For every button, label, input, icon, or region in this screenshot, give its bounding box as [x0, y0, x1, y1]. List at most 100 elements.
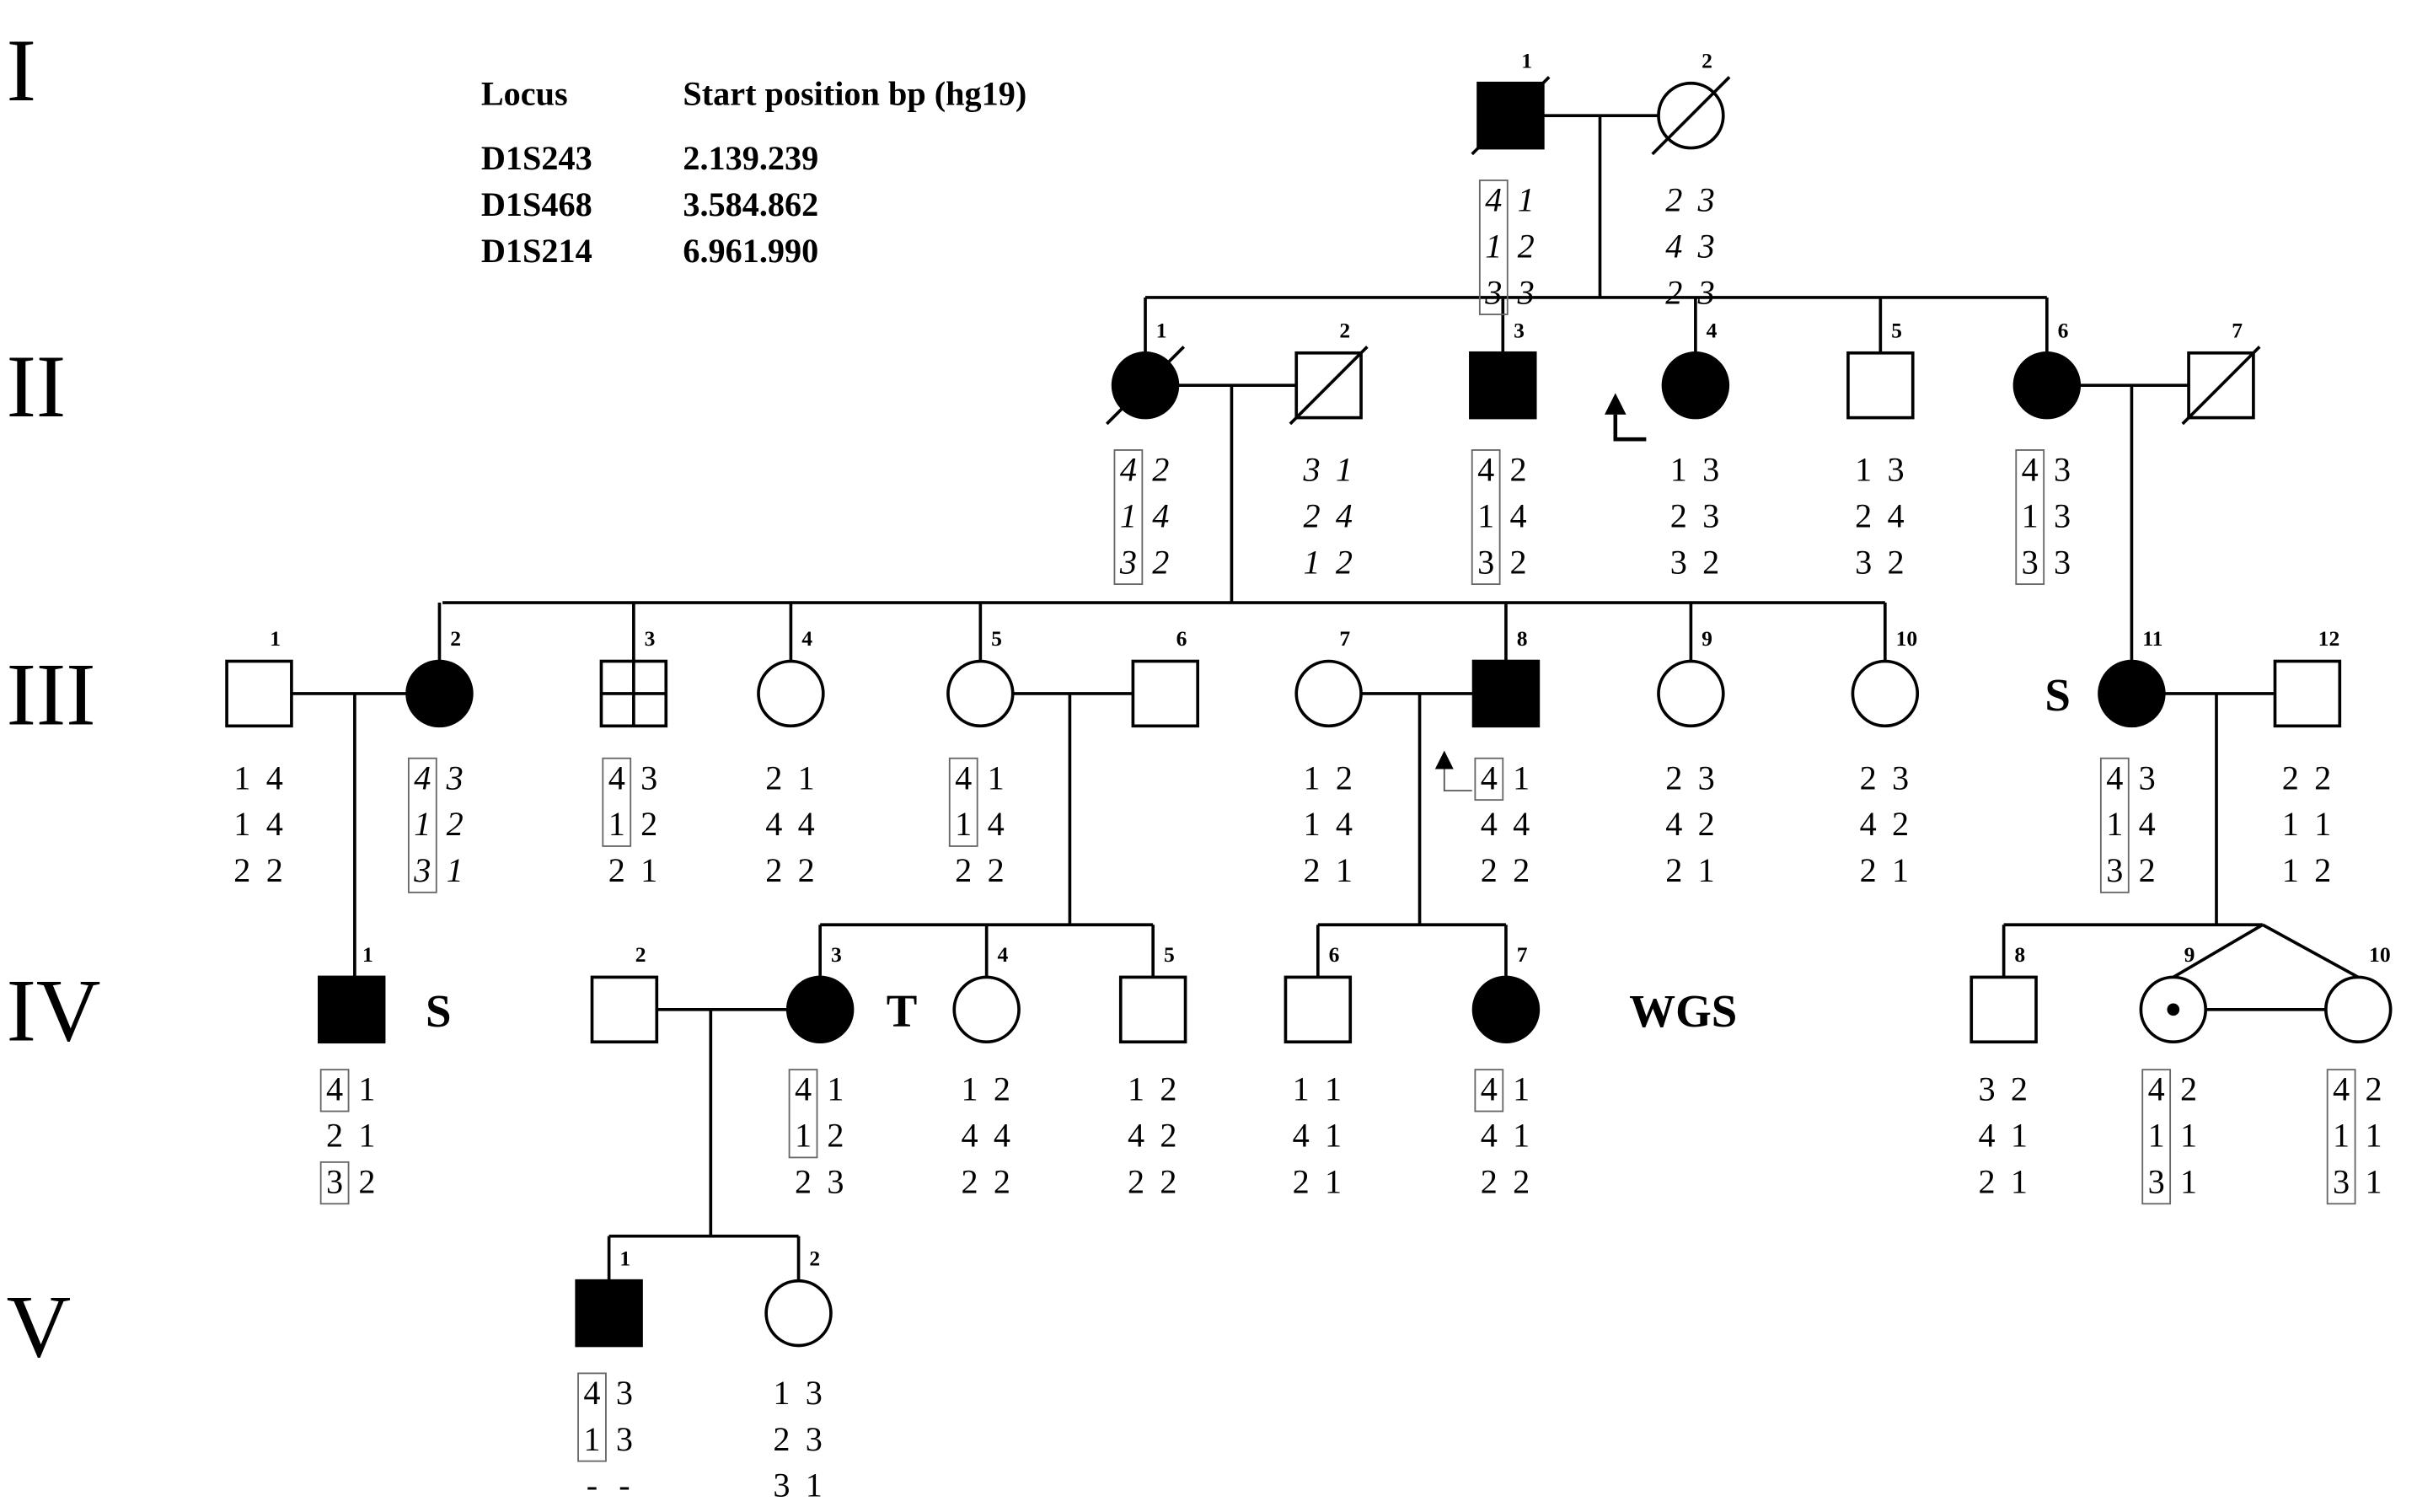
allele: 1: [1855, 451, 1872, 489]
allele: 2: [640, 805, 657, 843]
individual-number: 3: [831, 942, 842, 967]
allele: 2: [1860, 759, 1877, 796]
individual-ii-2: 23 12 41 2: [1289, 318, 1369, 581]
allele: 1: [1485, 227, 1502, 265]
pedigree-line: [2261, 923, 2360, 979]
individual-number: 2: [809, 1246, 820, 1270]
haplotype-box: [319, 1161, 350, 1205]
individual-tag: WGS: [1629, 985, 1737, 1037]
allele: 2: [1670, 496, 1687, 534]
haplotype-box: [2326, 1069, 2356, 1205]
allele: 4: [1481, 805, 1498, 843]
allele: 2: [955, 851, 972, 889]
allele: 2: [798, 851, 815, 889]
individual-number: 6: [1176, 626, 1187, 651]
allele: 2: [1702, 543, 1719, 581]
allele: 4: [1860, 805, 1877, 843]
individual-ii-4: 41 32 33 2: [1604, 318, 1730, 581]
allele: 1: [583, 1420, 600, 1458]
allele: 4: [266, 759, 283, 796]
deceased-slash: [1471, 76, 1551, 156]
allele: 4: [1513, 805, 1530, 843]
allele: 1: [1303, 543, 1320, 581]
legend-locus: D1S243: [481, 139, 592, 177]
allele: 3: [1702, 496, 1719, 534]
allele: 4: [955, 759, 972, 796]
allele: 2: [1303, 496, 1320, 534]
generation-label: V: [7, 1276, 72, 1375]
allele: 2: [1513, 851, 1530, 889]
allele: 2: [988, 851, 1005, 889]
allele: 2: [1160, 1117, 1176, 1155]
allele: 2: [994, 1070, 1010, 1108]
allele: 1: [1670, 451, 1687, 489]
allele: 4: [266, 805, 283, 843]
allele: 2: [994, 1162, 1010, 1200]
individual-number: 5: [1164, 942, 1175, 967]
allele: 2: [1698, 805, 1715, 843]
haplotype-box: [948, 757, 978, 847]
individual-iii-4: 42 14 42 2: [757, 626, 825, 889]
haplotype-box: [788, 1069, 818, 1159]
allele: 2: [1892, 805, 1909, 843]
deceased-slash: [1289, 346, 1369, 426]
allele: 3: [1697, 227, 1715, 265]
individual-number: 4: [1707, 318, 1718, 342]
individual-iii-2: 24 31 23 1: [405, 626, 474, 893]
allele: 1: [2333, 1117, 2350, 1155]
allele: 2: [1518, 227, 1535, 265]
allele: 1: [233, 759, 250, 796]
individual-iii-5: 54 11 42 2: [946, 626, 1015, 889]
individual-iii-6: 6: [1131, 626, 1200, 728]
allele: 4: [2333, 1070, 2350, 1108]
haplotype-box: [2099, 757, 2130, 893]
allele: 4: [326, 1070, 343, 1108]
individual-iii-10: 102 34 22 1: [1851, 626, 1920, 889]
allele: 1: [2148, 1117, 2165, 1155]
allele: 2: [2011, 1070, 2028, 1108]
allele: 3: [1670, 543, 1687, 581]
allele: 1: [1303, 759, 1320, 796]
allele: 2: [827, 1117, 844, 1155]
individual-number: 1: [1156, 318, 1167, 342]
haplotype-box: [1474, 1069, 1504, 1113]
allele: 1: [1892, 851, 1909, 889]
carrier-dot: [2167, 1003, 2180, 1016]
allele: 1: [1513, 1070, 1530, 1108]
generation-label: II: [7, 336, 67, 436]
allele: 4: [1665, 227, 1682, 265]
allele: 1: [955, 805, 972, 843]
allele: 2: [2139, 851, 2156, 889]
individual-number: 1: [1521, 48, 1532, 72]
allele: 2: [1160, 1070, 1176, 1108]
male-square: [225, 659, 293, 728]
allele: 3: [1302, 451, 1320, 489]
allele: 3: [2106, 851, 2123, 889]
individual-tag: S: [2045, 669, 2071, 721]
generation-label: III: [7, 645, 96, 744]
allele: 1: [2314, 805, 2331, 843]
allele: 1: [2106, 805, 2123, 843]
allele: 2: [1481, 1162, 1498, 1200]
allele: 2: [1336, 543, 1353, 581]
allele: 3: [773, 1466, 790, 1504]
allele: 2: [2365, 1070, 2382, 1108]
individual-ii-5: 51 32 43 2: [1846, 318, 1915, 581]
individual-ii-6: 64 31 33 3: [2012, 318, 2082, 586]
individual-iv-3: 3T4 11 22 3: [785, 942, 917, 1200]
allele: 1: [1336, 451, 1353, 489]
legend-position: 2.139.239: [683, 139, 818, 177]
allele: 2: [1665, 851, 1682, 889]
allele: 3: [640, 759, 657, 796]
individual-number: 1: [270, 626, 281, 651]
female-circle: [952, 975, 1021, 1044]
individual-number: 2: [450, 626, 461, 651]
male-square: [1284, 975, 1353, 1044]
allele: 3: [806, 1374, 823, 1412]
allele: 1: [358, 1117, 375, 1155]
allele: 3: [806, 1420, 823, 1458]
allele: 4: [798, 805, 815, 843]
individual-i-2: 22 34 32 3: [1651, 48, 1731, 311]
individual-iv-6: 61 14 12 1: [1284, 942, 1353, 1200]
